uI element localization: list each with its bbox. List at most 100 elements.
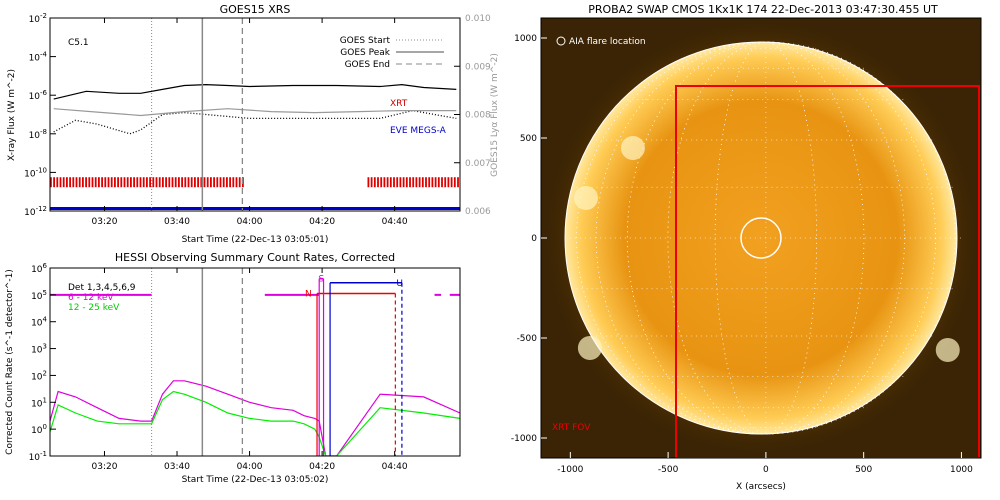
xrt-coverage-tick (412, 177, 415, 188)
xrt-coverage-tick (142, 177, 145, 188)
goes-ylabel: X-ray Flux (W m^-2) (7, 69, 17, 161)
hessi-series-low-energy (50, 380, 460, 456)
sun-longitude-line (667, 41, 865, 435)
hessi-xtick-label: 04:00 (237, 462, 263, 472)
xrt-coverage-tick (386, 177, 389, 188)
xrt-coverage-tick (203, 177, 206, 188)
xrt-coverage-tick (66, 177, 68, 188)
xrt-coverage-tick (447, 177, 450, 188)
xrt-coverage-tick (373, 177, 376, 188)
xrt-coverage-tick (190, 177, 193, 188)
xrt-coverage-tick (184, 177, 187, 188)
xrt-coverage-tick (158, 177, 161, 188)
xrt-coverage-tick (178, 177, 180, 188)
hessi-flag-u: U (329, 279, 403, 456)
xrt-coverage-tick (380, 177, 383, 188)
xrt-coverage-tick (222, 177, 225, 188)
xrt-coverage-tick (409, 177, 411, 188)
xrt-coverage-tick (85, 177, 87, 188)
xrt-coverage-tick (393, 177, 395, 188)
goes-xtick-label: 03:20 (92, 217, 118, 227)
hessi-ytick-label: 103 (31, 343, 47, 356)
hessi-series-high-energy (50, 390, 460, 456)
swap-xtick-label: -1000 (557, 465, 583, 475)
xrt-coverage-tick (437, 177, 440, 188)
xrt-fov-label: XRT FOV (552, 423, 591, 433)
goes-ytick-label: 10-2 (29, 12, 47, 25)
xrt-coverage-tick (232, 177, 235, 188)
xrt-coverage-tick (59, 177, 62, 188)
xrt-coverage-tick (91, 177, 94, 188)
xrt-coverage-tick (389, 177, 392, 188)
goes-xtick-label: 03:40 (164, 217, 190, 227)
xrt-coverage-tick (114, 177, 116, 188)
xrt-coverage-tick (383, 177, 386, 188)
sun-disk (565, 42, 957, 434)
xrt-coverage-tick (434, 177, 437, 188)
eve-coverage-0 (50, 207, 460, 210)
xrt-coverage-tick (94, 177, 97, 188)
xrt-coverage-tick (187, 177, 190, 188)
goes-xtick-label: 04:40 (382, 217, 408, 227)
hessi-ytick-label: 100 (31, 423, 47, 436)
goes-legend-end-label: GOES End (345, 60, 390, 70)
aia-flare-location-circle (740, 217, 782, 259)
hessi-xlabel: Start Time (22-Dec-13 03:05:02) (182, 475, 329, 485)
goes-ytick-label: 10-4 (29, 51, 48, 64)
swap-xtick-label: -500 (658, 465, 679, 475)
goes-ytick-right-label: 0.010 (465, 14, 491, 24)
swap-xtick-label: 1000 (950, 465, 973, 475)
xrt-coverage-tick (110, 177, 113, 188)
xrt-coverage-tick (133, 177, 135, 188)
sun-longitude-line (576, 41, 956, 435)
xrt-coverage-tick (206, 177, 209, 188)
swap-xtick-label: 500 (855, 465, 872, 475)
xrt-coverage-tick (78, 177, 81, 188)
hessi-ytick-label: 105 (31, 289, 47, 302)
xrt-coverage-tick (194, 177, 196, 188)
xrt-coverage-tick (139, 177, 142, 188)
hessi-ytick-label: 101 (31, 396, 47, 409)
hessi-plot-area: NS U (50, 268, 460, 456)
xrt-coverage-tick (101, 177, 103, 188)
sun-active-region (935, 338, 960, 362)
xrt-coverage-tick (171, 177, 174, 188)
xrt-coverage-tick (107, 177, 110, 188)
xrt-coverage-tick (418, 177, 421, 188)
xrt-coverage-tick (415, 177, 418, 188)
goes-ytick-label: 10-12 (24, 205, 47, 218)
xrt-coverage-tick (444, 177, 447, 188)
swap-ytick-label: -1000 (511, 434, 537, 444)
xrt-coverage-tick (162, 177, 164, 188)
goes-ytick-right-label: 0.008 (465, 111, 491, 121)
hessi-legend-det: Det 1,3,4,5,6,9 (68, 283, 136, 293)
xrt-coverage-tick (181, 177, 183, 188)
xrt-coverage-tick (155, 177, 158, 188)
hessi-xtick-label: 03:20 (92, 462, 118, 472)
xrt-coverage-tick (450, 177, 453, 188)
sun-longitude-line (595, 41, 936, 435)
goes-ytick-right-label: 0.009 (465, 62, 491, 72)
xrt-coverage-tick (238, 177, 241, 188)
hessi-ytick-label: 106 (31, 262, 47, 275)
xrt-coverage-tick (229, 177, 231, 188)
xrt-coverage-tick (216, 177, 219, 188)
hessi-ytick-label: 102 (31, 369, 47, 382)
goes-panel: GOES15 XRS 03:20 03:40 04:00 04:20 04:40 10-1… (7, 3, 500, 245)
xrt-coverage-tick (431, 177, 434, 188)
hessi-legend-high: 12 - 25 keV (68, 303, 120, 313)
xrt-coverage-tick (197, 177, 199, 188)
xrt-coverage-tick (126, 177, 129, 188)
xrt-coverage-tick (117, 177, 119, 188)
xrt-coverage-tick (82, 177, 84, 188)
hessi-flag-n: N (305, 290, 396, 456)
xrt-coverage-tick (168, 177, 171, 188)
goes-xtick-label: 04:00 (237, 217, 263, 227)
aia-legend-marker (556, 36, 566, 46)
goes-ytick-right-label: 0.006 (465, 207, 491, 217)
aia-legend-text: AIA flare location (569, 37, 646, 47)
xrt-coverage-tick (235, 177, 238, 188)
hessi-ytick-label: 10-1 (29, 450, 47, 463)
xrt-coverage-tick (104, 177, 107, 188)
xrt-coverage-tick (149, 177, 151, 188)
